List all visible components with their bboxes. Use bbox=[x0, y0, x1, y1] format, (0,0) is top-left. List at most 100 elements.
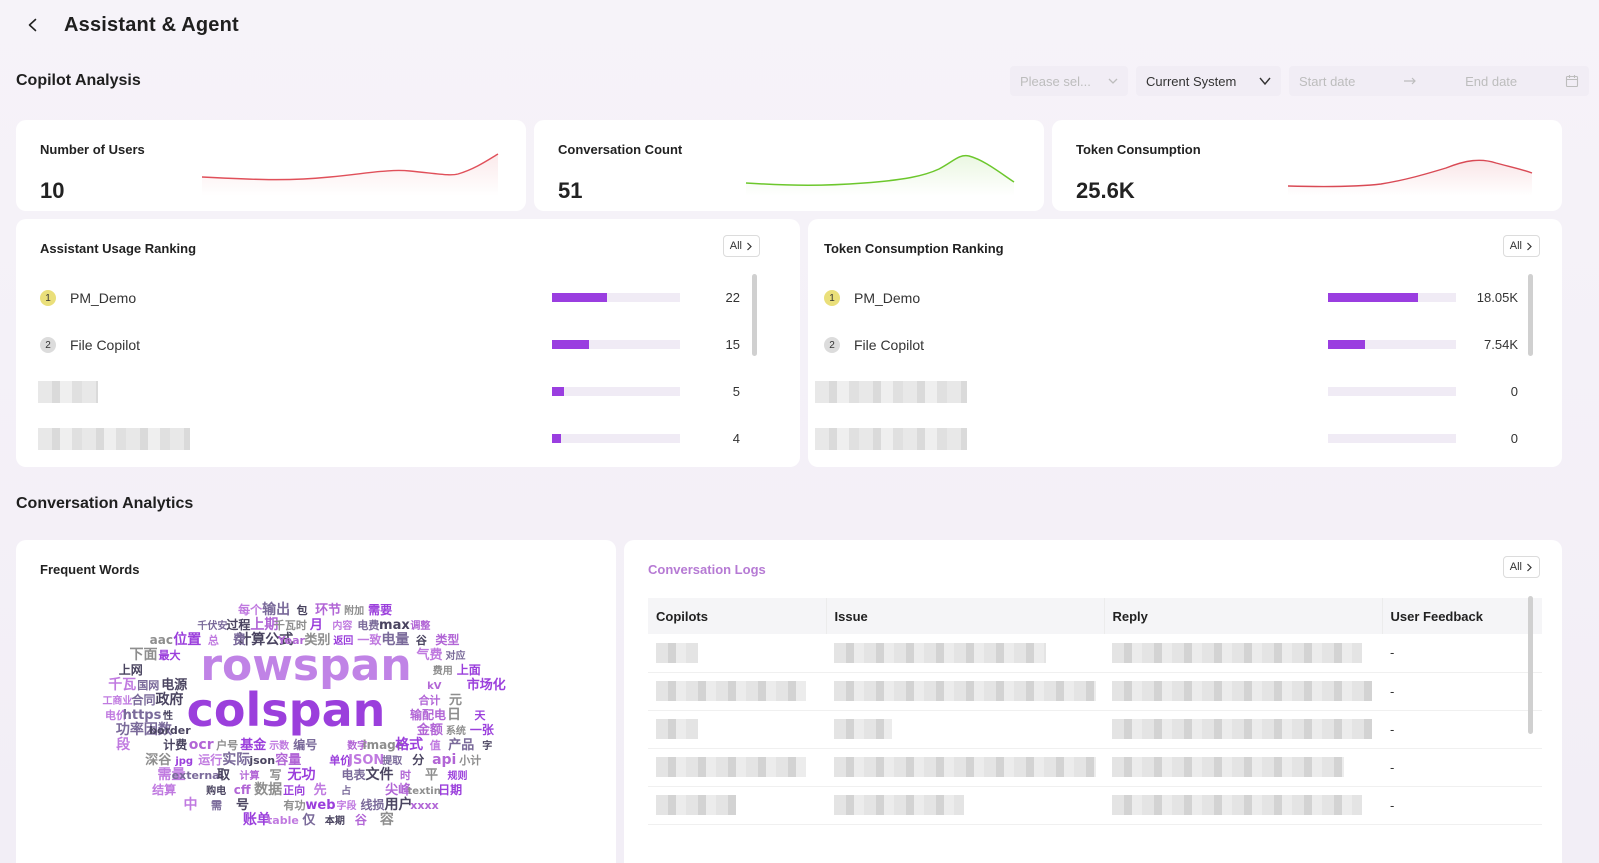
word-cloud-word: 谷 bbox=[416, 633, 428, 647]
word-cloud-word: 用户 bbox=[384, 796, 412, 813]
end-date-input[interactable]: End date bbox=[1465, 73, 1518, 89]
word-cloud-word: 千瓦时 bbox=[274, 618, 307, 632]
word-cloud-word: 包 bbox=[296, 603, 308, 617]
word-cloud-word: 号 bbox=[236, 798, 249, 813]
word-cloud-word: 过程 bbox=[226, 617, 250, 632]
token-count: 18.05K bbox=[1476, 290, 1518, 305]
word-cloud-word: 正向 bbox=[283, 783, 305, 797]
ranking-row[interactable]: 2 File Copilot bbox=[824, 333, 924, 357]
usage-bar bbox=[552, 293, 680, 302]
word-cloud-word: 实际 bbox=[222, 751, 250, 768]
redacted-cell bbox=[656, 719, 698, 739]
table-row[interactable]: - bbox=[648, 748, 1542, 787]
table-row[interactable]: - bbox=[648, 786, 1542, 825]
redacted-cell bbox=[1112, 681, 1372, 701]
table-row[interactable]: - bbox=[648, 634, 1542, 673]
column-header[interactable]: Issue bbox=[826, 598, 1105, 634]
word-cloud-word: textin bbox=[408, 786, 441, 797]
word-cloud-word: Year bbox=[277, 634, 306, 647]
feedback-cell: - bbox=[1382, 748, 1542, 787]
column-header[interactable]: Copilots bbox=[648, 598, 827, 634]
ranking-row[interactable]: 2 File Copilot bbox=[40, 333, 140, 357]
chevron-down-icon bbox=[1259, 77, 1271, 86]
page-title: Assistant & Agent bbox=[64, 13, 239, 36]
word-cloud-word: 容 bbox=[379, 811, 394, 828]
card-title: Frequent Words bbox=[40, 562, 140, 577]
all-label: All bbox=[1509, 240, 1522, 252]
card-title: Token Consumption Ranking bbox=[824, 241, 1004, 256]
word-cloud-word: rowspan bbox=[200, 640, 411, 691]
scrollbar[interactable] bbox=[1528, 596, 1533, 734]
date-range-picker[interactable]: Start date End date bbox=[1289, 66, 1589, 96]
usage-count: 15 bbox=[725, 337, 740, 352]
scrollbar[interactable] bbox=[1528, 274, 1533, 356]
back-button[interactable] bbox=[20, 12, 46, 38]
rank-badge: 2 bbox=[824, 337, 840, 353]
redacted-cell bbox=[1112, 757, 1344, 777]
ranking-row[interactable]: 1 PM_Demo bbox=[824, 286, 920, 310]
word-cloud-word: 类别 bbox=[304, 632, 330, 648]
assistant-ranking-all-button[interactable]: All bbox=[722, 235, 760, 257]
word-cloud-word: 数字 bbox=[347, 739, 367, 752]
word-cloud-word: 电源 bbox=[161, 677, 187, 693]
word-cloud-word: 值 bbox=[430, 738, 441, 752]
word-cloud-word: 提取 bbox=[382, 754, 403, 767]
word-cloud-word: 每个 bbox=[238, 602, 263, 617]
word-cloud-word: 一张 bbox=[470, 722, 495, 737]
system-select[interactable]: Current System bbox=[1136, 66, 1281, 96]
token-bar bbox=[1328, 340, 1456, 349]
token-ranking-all-button[interactable]: All bbox=[1502, 235, 1540, 257]
word-cloud-word: 时 bbox=[400, 768, 411, 782]
usage-bar bbox=[552, 434, 680, 443]
redacted-name bbox=[815, 428, 967, 450]
word-cloud-word: 分 bbox=[412, 752, 424, 767]
word-cloud-word: external bbox=[172, 769, 224, 782]
word-cloud-word: 千伏安 bbox=[197, 619, 227, 632]
word-cloud-word: 内容 bbox=[332, 619, 352, 632]
word-cloud-word: xxxx bbox=[410, 799, 438, 812]
redacted-name bbox=[815, 381, 967, 403]
table-row[interactable]: - bbox=[648, 710, 1542, 749]
word-cloud-word: 先 bbox=[314, 782, 327, 798]
section-title-conversation-analytics: Conversation Analytics bbox=[16, 495, 194, 512]
word-cloud-word: 对应 bbox=[445, 649, 465, 662]
word-cloud-word: 容量 bbox=[274, 752, 301, 768]
redacted-cell bbox=[656, 642, 698, 663]
conversation-logs-card: Conversation Logs All Copilots Issue Rep… bbox=[624, 540, 1562, 863]
assistant-name: PM_Demo bbox=[70, 290, 137, 306]
word-cloud-word: 电费 bbox=[357, 618, 379, 632]
conversation-logs-table: Copilots Issue Reply User Feedback - - bbox=[648, 598, 1542, 825]
assistant-name: File Copilot bbox=[854, 337, 925, 353]
column-header[interactable]: Reply bbox=[1104, 598, 1383, 634]
metric-value: 10 bbox=[40, 178, 65, 203]
word-cloud-word: 规则 bbox=[448, 769, 468, 782]
card-title: Assistant Usage Ranking bbox=[40, 241, 197, 256]
page-header: Assistant & Agent bbox=[20, 10, 239, 40]
usage-bar-fill bbox=[552, 293, 608, 302]
chevron-down-icon bbox=[1108, 78, 1118, 84]
rank-badge: 1 bbox=[40, 290, 56, 306]
word-cloud-word: 性 bbox=[162, 709, 173, 722]
word-cloud-word: 费 bbox=[233, 632, 246, 648]
conversation-logs-all-button[interactable]: All bbox=[1502, 556, 1540, 578]
start-date-input[interactable]: Start date bbox=[1299, 73, 1356, 89]
all-label: All bbox=[1509, 561, 1522, 573]
copilot-select-placeholder: Please sel... bbox=[1020, 73, 1091, 89]
word-cloud-word: 户号 bbox=[216, 738, 238, 752]
chevron-right-icon bbox=[747, 242, 752, 250]
word-cloud-word: 功率因数 bbox=[116, 721, 173, 738]
word-cloud-word: 下面 bbox=[129, 647, 157, 663]
copilot-select[interactable]: Please sel... bbox=[1010, 66, 1128, 96]
scrollbar[interactable] bbox=[752, 274, 757, 356]
word-cloud-word: table bbox=[267, 814, 299, 827]
column-header[interactable]: User Feedback bbox=[1382, 598, 1542, 634]
ranking-row[interactable]: 1 PM_Demo bbox=[40, 286, 136, 310]
word-cloud-word: 结算 bbox=[152, 782, 176, 797]
word-cloud-word: 小计 bbox=[458, 753, 481, 767]
redacted-cell bbox=[834, 795, 964, 815]
token-bar bbox=[1328, 434, 1456, 443]
word-cloud-word: 气费 bbox=[416, 647, 442, 663]
metric-value: 25.6K bbox=[1076, 178, 1135, 203]
word-cloud-word: 有功 bbox=[283, 798, 305, 812]
table-row[interactable]: - bbox=[648, 672, 1542, 711]
